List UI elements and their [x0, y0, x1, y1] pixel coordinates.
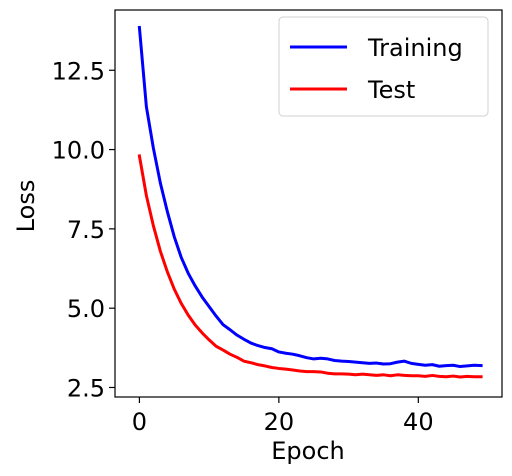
x-tick-label: 0 — [132, 408, 147, 436]
y-tick-label: 2.5 — [67, 374, 105, 402]
plot-frame — [114, 9, 503, 398]
series-line-test — [137, 154, 483, 379]
series-line-training — [137, 25, 483, 369]
y-tick-label: 5.0 — [67, 295, 105, 323]
y-axis-ticks: 2.5 5.0 7.5 10.0 12.5 — [52, 57, 115, 402]
y-tick-label: 12.5 — [52, 57, 105, 85]
x-axis-label: Epoch — [271, 437, 345, 465]
x-axis-ticks: 0 20 40 — [132, 397, 434, 436]
plot-lines — [137, 25, 483, 379]
x-tick-label: 40 — [403, 408, 434, 436]
y-tick-label: 10.0 — [52, 137, 105, 165]
legend-label-test: Test — [367, 76, 415, 104]
x-tick-label: 20 — [264, 408, 295, 436]
legend-box — [278, 16, 489, 117]
y-tick-label: 7.5 — [67, 216, 105, 244]
y-axis-label: Loss — [12, 180, 40, 233]
legend-label-training: Training — [367, 34, 463, 62]
legend: Training Test — [278, 16, 489, 117]
